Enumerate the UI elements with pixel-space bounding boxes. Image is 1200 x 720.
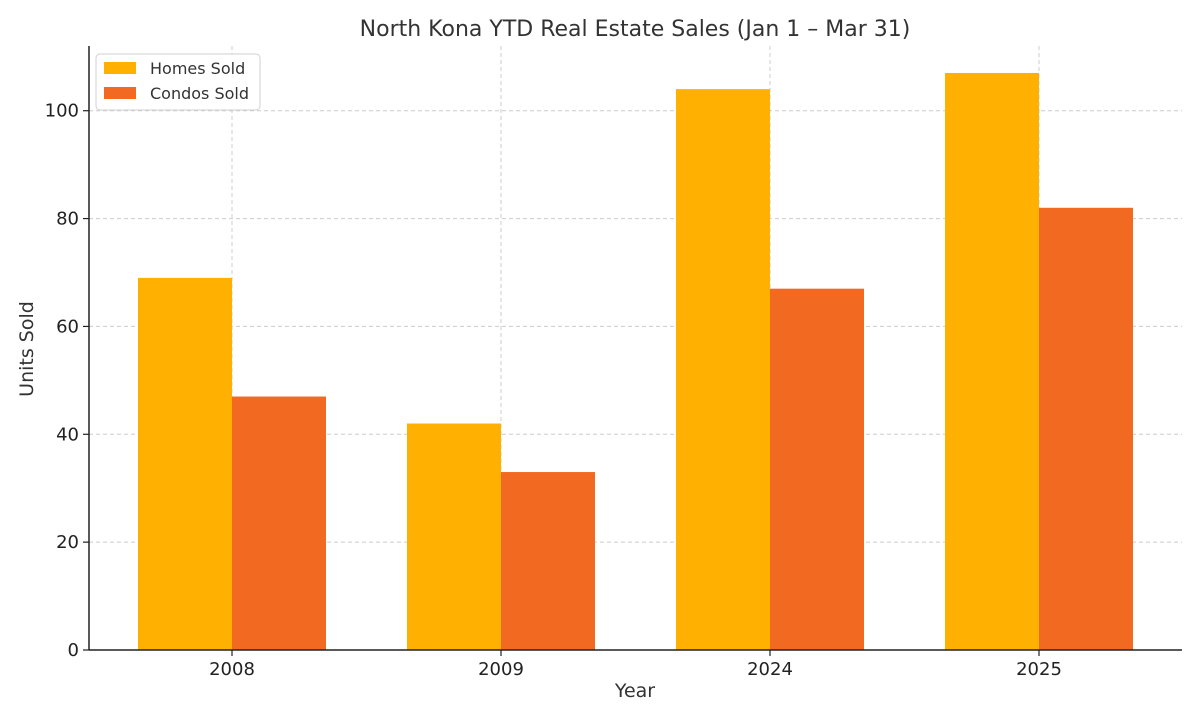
- y-tick-label: 0: [68, 640, 79, 661]
- bar-homes-sold-2025: [945, 72, 1039, 650]
- legend-frame: [95, 53, 261, 111]
- bar-homes-sold-2009: [407, 423, 501, 650]
- bar-homes-sold-2024: [676, 89, 770, 650]
- y-tick-label: 20: [56, 532, 79, 553]
- y-tick-label: 60: [56, 316, 79, 337]
- y-axis-label: Units Sold: [16, 301, 38, 397]
- x-tick-label: 2008: [209, 659, 255, 680]
- y-tick-label: 40: [56, 424, 79, 445]
- x-tick-label: 2009: [478, 659, 524, 680]
- x-tick-label: 2024: [747, 659, 793, 680]
- bar-condos-sold-2024: [770, 288, 864, 650]
- legend-swatch-condos: [104, 87, 136, 99]
- legend-swatch-homes: [104, 62, 136, 74]
- axes-layer: [88, 46, 1182, 651]
- ticks-layer: 0 20 40 60 80 100 2008 2009 2024 2025: [45, 101, 1062, 680]
- x-tick-label: 2025: [1016, 659, 1062, 680]
- bar-condos-sold-2025: [1039, 207, 1133, 651]
- bar-condos-sold-2009: [501, 472, 595, 650]
- y-tick-label: 80: [56, 209, 79, 230]
- bars-layer: [138, 72, 1133, 651]
- legend-label-homes: Homes Sold: [150, 59, 245, 78]
- legend: Homes Sold Condos Sold: [95, 53, 261, 111]
- y-tick-label: 100: [45, 101, 79, 122]
- bar-homes-sold-2008: [138, 277, 232, 650]
- chart-title: North Kona YTD Real Estate Sales (Jan 1 …: [360, 17, 911, 42]
- x-axis-label: Year: [614, 680, 655, 702]
- legend-label-condos: Condos Sold: [150, 84, 249, 103]
- bar-condos-sold-2008: [232, 396, 326, 650]
